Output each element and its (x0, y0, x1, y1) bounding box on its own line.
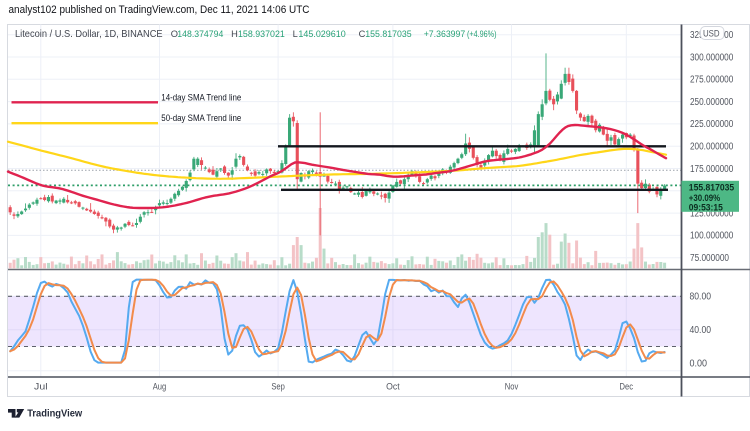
svg-text:50-day SMA Trend line: 50-day SMA Trend line (161, 113, 241, 123)
svg-text:Sep: Sep (271, 381, 285, 392)
svg-text:H: H (231, 29, 238, 39)
svg-text:100.000000: 100.000000 (690, 231, 734, 242)
svg-text:(+4.96%): (+4.96%) (467, 29, 497, 39)
svg-text:Jul: Jul (34, 381, 48, 392)
svg-text:250.000000: 250.000000 (690, 97, 734, 108)
svg-text:Aug: Aug (153, 381, 167, 392)
svg-text:145.029610: 145.029610 (298, 29, 345, 39)
svg-text:09:53:15: 09:53:15 (689, 203, 724, 214)
svg-text:TradingView: TradingView (27, 408, 82, 419)
svg-text:175.000000: 175.000000 (690, 164, 734, 175)
svg-text:+7.363997: +7.363997 (424, 29, 466, 39)
svg-text:300.000000: 300.000000 (690, 52, 734, 63)
svg-text:USD: USD (703, 28, 720, 38)
svg-text:200.000000: 200.000000 (690, 142, 734, 153)
svg-text:148.374794: 148.374794 (177, 29, 223, 39)
svg-text:80.00: 80.00 (690, 292, 712, 303)
svg-text:0.00: 0.00 (690, 359, 708, 370)
svg-text:C: C (359, 29, 366, 39)
svg-text:Oct: Oct (386, 381, 400, 392)
svg-text:Litecoin / U.S. Dollar, 1D, BI: Litecoin / U.S. Dollar, 1D, BINANCE (15, 28, 163, 40)
svg-text:O: O (171, 29, 178, 39)
svg-text:225.000000: 225.000000 (690, 119, 734, 130)
svg-text:analyst102 published on Tradin: analyst102 published on TradingView.com,… (9, 4, 310, 16)
svg-text:+30.09%: +30.09% (689, 193, 721, 204)
svg-text:155.817035: 155.817035 (689, 183, 735, 194)
svg-text:75.000000: 75.000000 (690, 253, 730, 264)
svg-text:155.817035: 155.817035 (365, 29, 411, 39)
svg-text:L: L (293, 29, 298, 39)
svg-text:Nov: Nov (505, 381, 519, 392)
svg-text:158.937021: 158.937021 (238, 29, 285, 39)
svg-text:14-day SMA Trend line: 14-day SMA Trend line (161, 92, 241, 102)
svg-text:125.000000: 125.000000 (690, 208, 734, 219)
svg-text:40.00: 40.00 (690, 325, 712, 336)
svg-text:Dec: Dec (620, 381, 634, 392)
svg-text:275.000000: 275.000000 (690, 75, 734, 86)
